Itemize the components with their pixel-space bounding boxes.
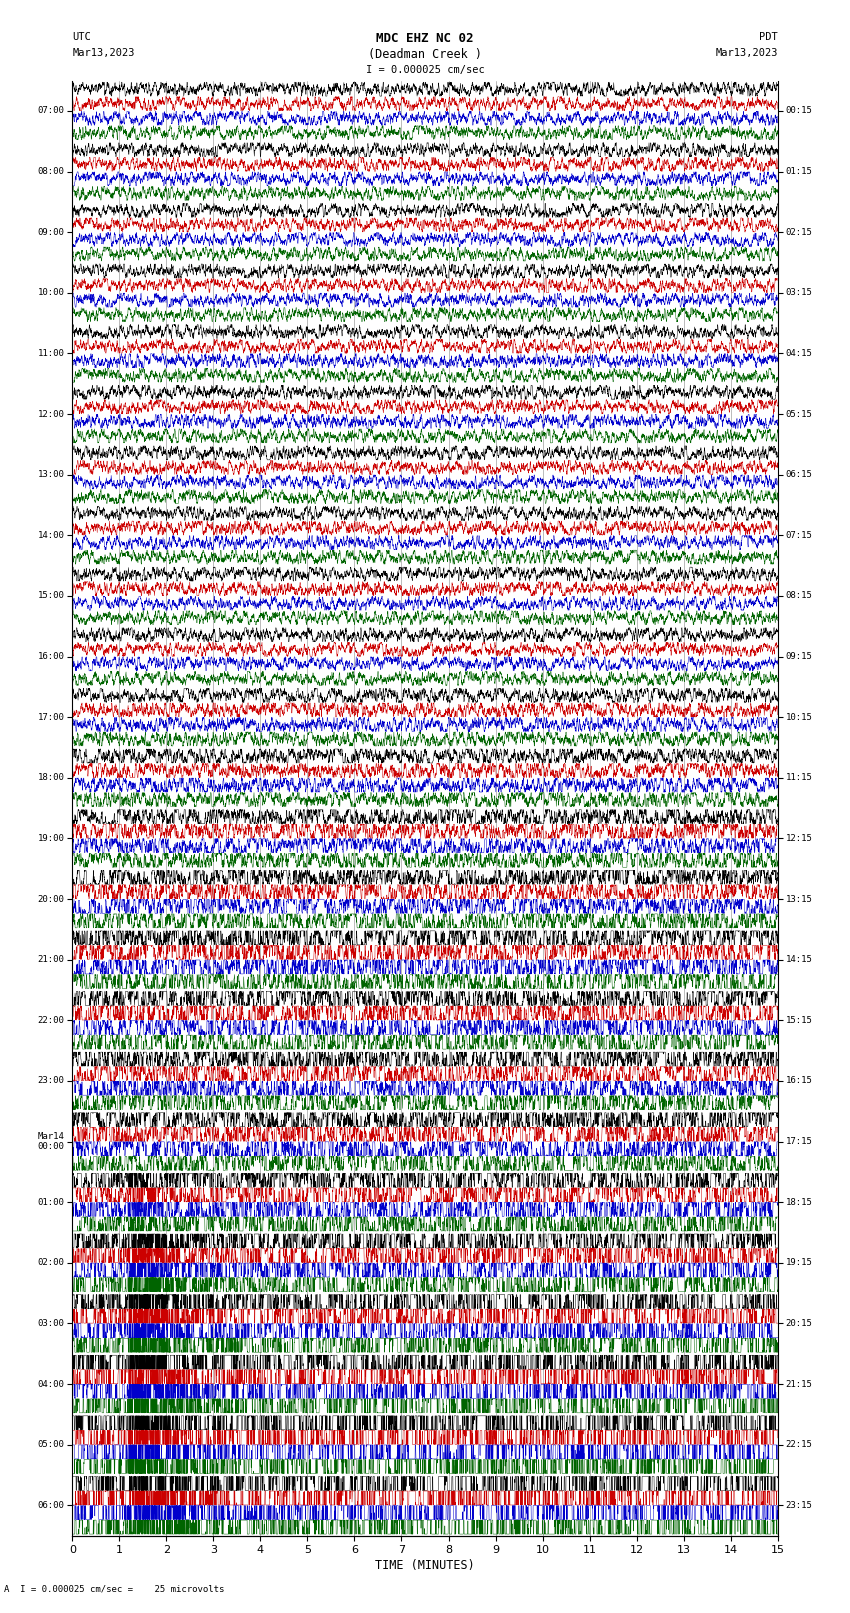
Text: MDC EHZ NC 02: MDC EHZ NC 02 [377, 32, 473, 45]
Text: UTC: UTC [72, 32, 91, 42]
Text: I = 0.000025 cm/sec: I = 0.000025 cm/sec [366, 65, 484, 74]
Text: Mar13,2023: Mar13,2023 [715, 48, 778, 58]
Text: A  I = 0.000025 cm/sec =    25 microvolts: A I = 0.000025 cm/sec = 25 microvolts [4, 1584, 224, 1594]
X-axis label: TIME (MINUTES): TIME (MINUTES) [375, 1560, 475, 1573]
Text: PDT: PDT [759, 32, 778, 42]
Text: (Deadman Creek ): (Deadman Creek ) [368, 48, 482, 61]
Text: Mar13,2023: Mar13,2023 [72, 48, 135, 58]
